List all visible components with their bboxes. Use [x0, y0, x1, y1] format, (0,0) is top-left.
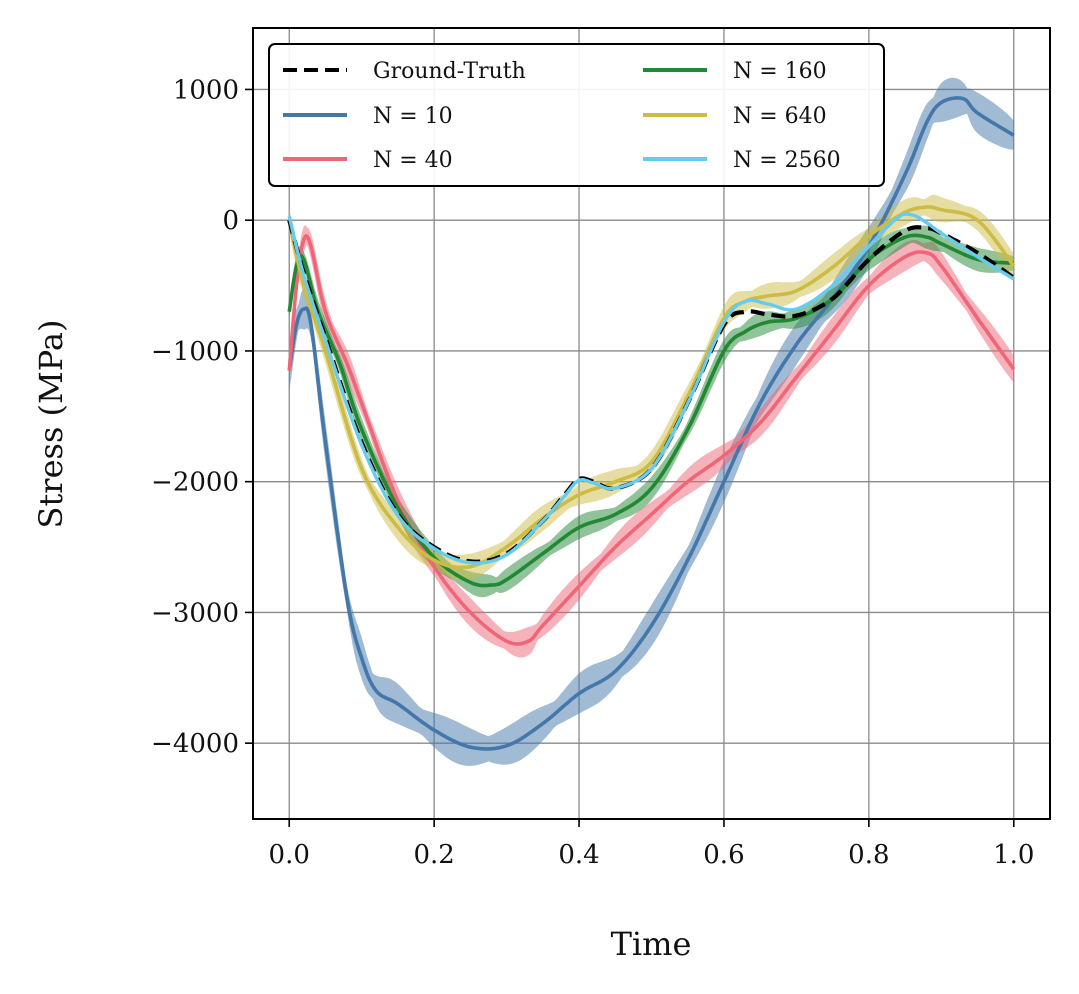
x-tick-label: 1.0: [993, 840, 1034, 870]
legend-label: N = 40: [373, 148, 453, 173]
series-band: [289, 225, 1014, 658]
x-tick-label: 0.8: [848, 840, 889, 870]
y-tick-label: −2000: [151, 468, 239, 498]
x-tick-label: 0.0: [269, 840, 310, 870]
legend-label: N = 2560: [733, 148, 841, 173]
y-tick-label: −4000: [151, 729, 239, 759]
legend: Ground-Truth N = 10 N = 40 N = 160 N = 640 N …: [268, 43, 885, 187]
y-tick-label: 1000: [173, 75, 239, 105]
x-tick-label: 0.4: [558, 840, 599, 870]
series-band: [289, 225, 1014, 598]
axis-ticks: 0.0 0.2 0.4 0.6 0.8 1.0 1000 0 −1000 −2000 −3000 −4…: [151, 75, 1034, 870]
series-line: [287, 96, 1015, 751]
series-line: [287, 233, 1014, 588]
series-line: [287, 212, 1015, 565]
legend-label: N = 160: [733, 59, 827, 84]
legend-label: Ground-Truth: [373, 59, 526, 84]
legend-box: [268, 43, 885, 187]
legend-label: N = 10: [373, 104, 453, 129]
y-tick-label: −3000: [151, 598, 239, 628]
series-lines: [287, 96, 1016, 751]
series-line: [287, 205, 1016, 570]
x-tick-label: 0.6: [703, 840, 744, 870]
x-tick-label: 0.2: [413, 840, 454, 870]
legend-entries: Ground-Truth N = 10 N = 40 N = 160 N = 640 N …: [283, 59, 841, 173]
legend-label: N = 640: [733, 104, 827, 129]
x-axis-title: Time: [611, 925, 692, 963]
y-tick-label: −1000: [151, 337, 239, 367]
plot-frame: [252, 27, 1051, 820]
y-axis-title: Stress (MPa): [32, 320, 70, 529]
series-line: [287, 234, 1016, 646]
y-tick-label: 0: [222, 206, 239, 236]
